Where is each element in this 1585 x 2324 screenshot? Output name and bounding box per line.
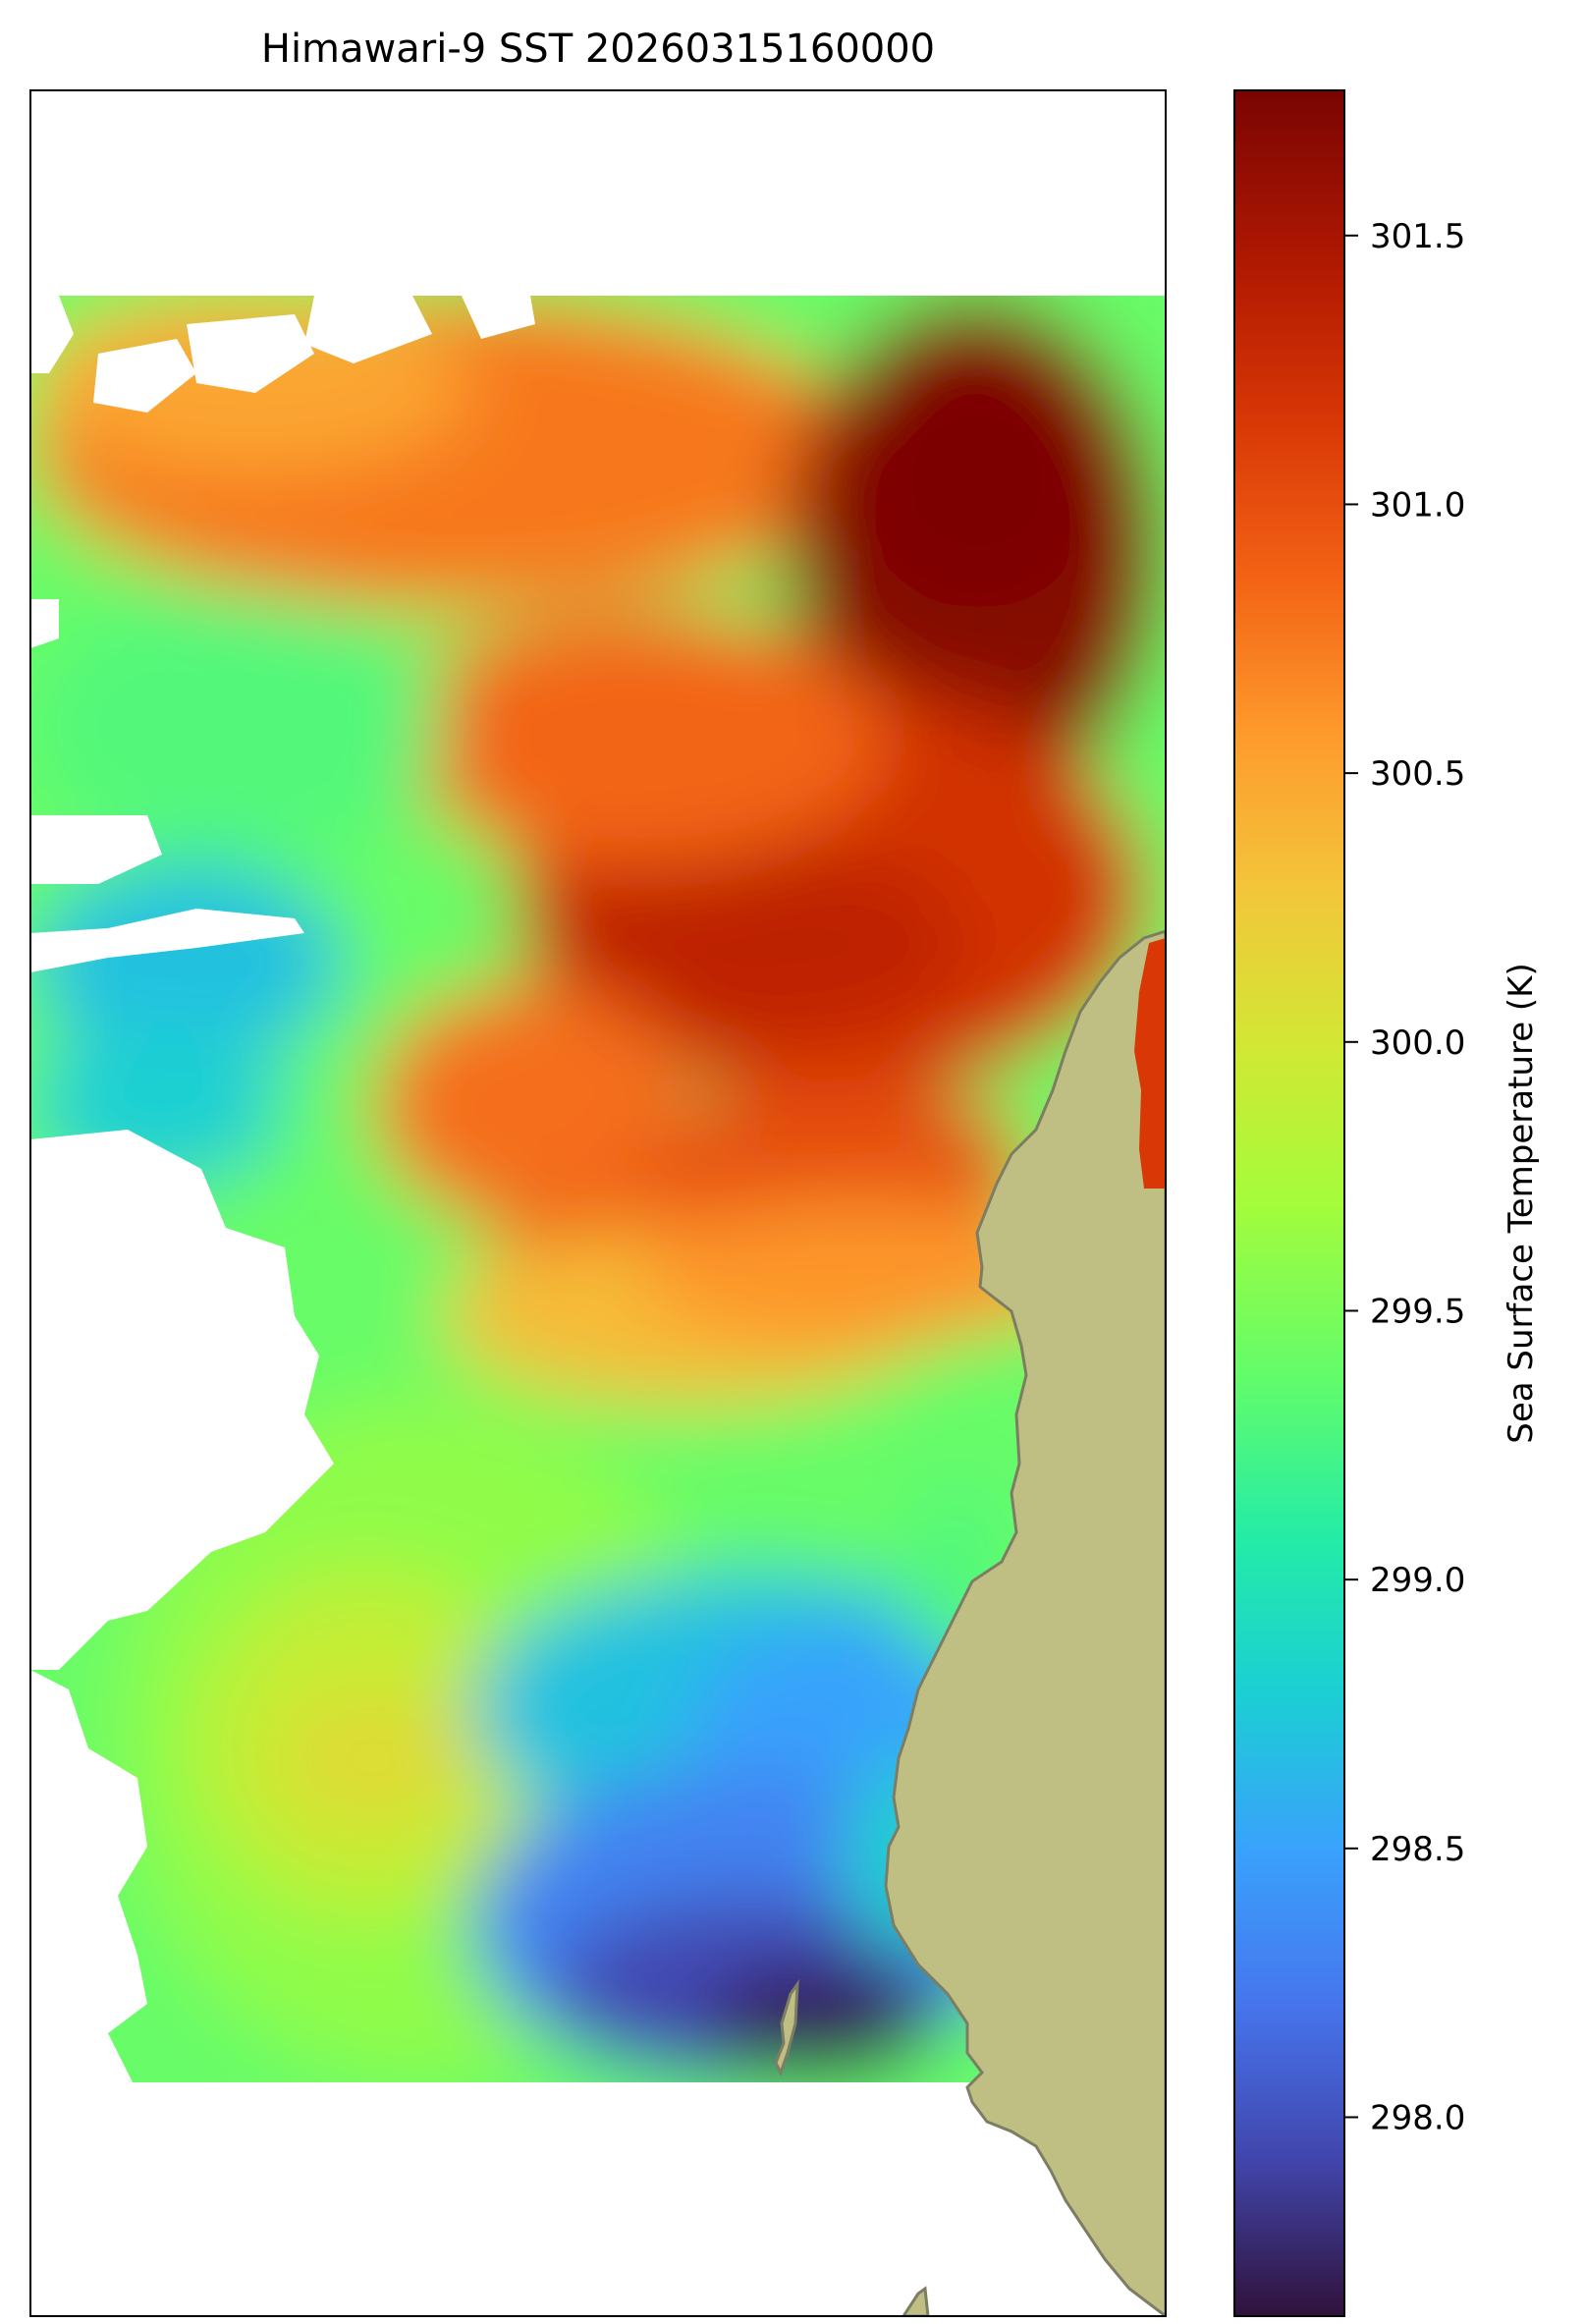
nodata-mask [30,296,535,2082]
colorbar-label: Sea Surface Temperature (K) [1502,963,1541,1443]
colorbar-tick-label: 300.0 [1370,1024,1465,1063]
nodata-patch-north-edge [30,296,74,373]
nodata-patch-north-3 [304,296,432,363]
colorbar: 298.0 298.5 299.0 299.5 300.0 300.5 301.0 301.5… [1233,89,1541,2317]
east-sea-strip [1134,938,1166,1189]
sst-blob [707,1964,933,2082]
nodata-patch-southwest [30,1670,147,2082]
colorbar-tick-label: 299.5 [1370,1292,1465,1331]
colorbar-tick-label: 300.5 [1370,754,1465,794]
colorbar-tick-label: 298.5 [1370,1830,1465,1869]
sst-blob [854,354,1100,609]
sst-blob [30,864,345,1061]
colorbar-tick-label: 299.0 [1370,1561,1465,1600]
sst-field [30,296,1166,2082]
colorbar-tick-label: 301.5 [1370,217,1465,256]
map-axes-frame [29,89,1167,2317]
sst-blob [373,982,687,1228]
nodata-patch-west-edge-2 [30,599,59,648]
sst-blob [275,1689,471,1827]
colorbar-tick-label: 298.0 [1370,2098,1465,2137]
colorbar-gradient [1233,89,1345,2317]
coastline-mainland [884,929,1166,2316]
nodata-patch-north-1 [93,339,196,413]
sst-blob [638,1198,1080,1346]
colorbar-tick-label: 301.0 [1370,485,1465,525]
island-bottom [902,2286,930,2316]
colorbar-ticks: 298.0 298.5 299.0 299.5 300.0 300.5 301.0 301.5 [1344,217,1465,2137]
sst-blob [30,589,443,864]
nodata-patch-north-4 [462,296,535,339]
land [774,929,1166,2316]
nodata-patch-west-large [30,1130,334,1670]
nodata-patch-west-strip [30,909,304,972]
sst-field-blobs [30,296,1166,2082]
map-title: Himawari-9 SST 20260315160000 [261,27,935,72]
island-south [774,1978,799,2076]
sst-blob [550,845,962,1041]
sst-blob [393,609,884,864]
nodata-patch-west-mid [30,815,162,884]
nodata-patch-north-2 [187,314,314,393]
